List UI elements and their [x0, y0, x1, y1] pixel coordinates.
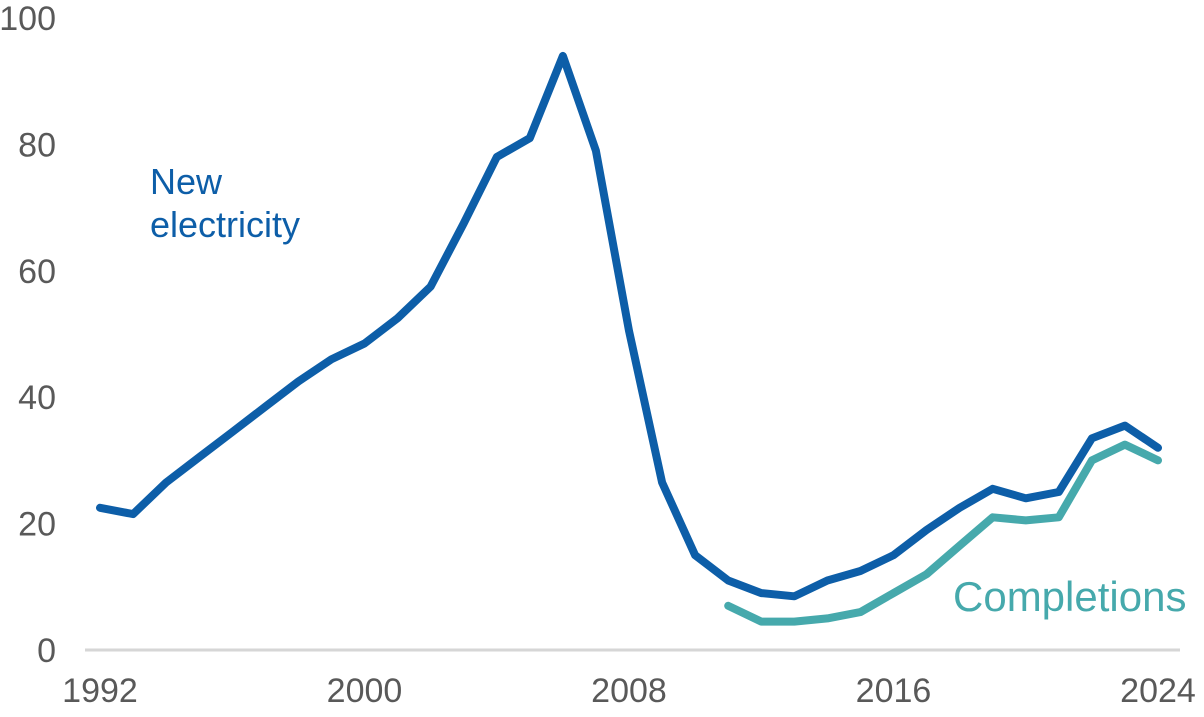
y-tick-label-80: 80 — [18, 126, 56, 164]
completions-line — [724, 440, 1162, 626]
x-tick-label-2024: 2024 — [1120, 672, 1196, 710]
y-axis-tick-labels: 0 20 40 60 80 100 — [0, 0, 56, 670]
x-tick-label-2008: 2008 — [591, 672, 667, 710]
x-tick-label-2016: 2016 — [856, 672, 932, 710]
series-label-new-electricity-line2: electricity — [150, 204, 300, 245]
series-lines — [96, 51, 1162, 626]
x-tick-label-2000: 2000 — [327, 672, 403, 710]
y-tick-label-100: 100 — [0, 0, 56, 38]
y-tick-label-40: 40 — [18, 379, 56, 417]
series-label-new-electricity-line1: New — [150, 161, 223, 202]
series-label-completions: Completions — [953, 573, 1186, 620]
series-label-new-electricity: New electricity — [150, 161, 300, 245]
y-tick-label-20: 20 — [18, 506, 56, 544]
y-tick-label-0: 0 — [37, 632, 56, 670]
y-tick-label-60: 60 — [18, 253, 56, 291]
x-tick-label-1992: 1992 — [62, 672, 138, 710]
x-axis-tick-labels: 1992 2000 2008 2016 2024 — [62, 672, 1196, 710]
new-electricity-line — [96, 51, 1162, 601]
